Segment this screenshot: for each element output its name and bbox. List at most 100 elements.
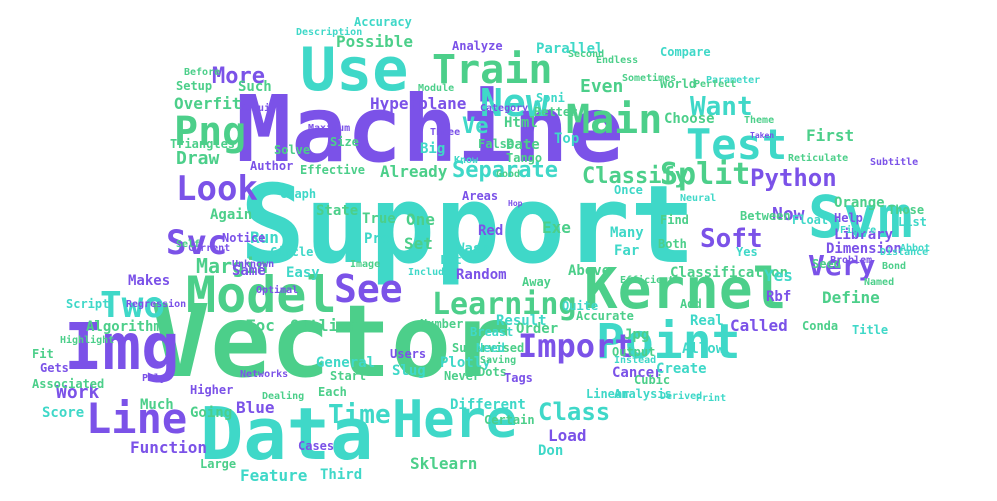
cloud-word: Create (656, 361, 707, 377)
cloud-word: Real (690, 313, 724, 329)
cloud-word: Lot (440, 253, 462, 267)
cloud-word: Easy (286, 265, 320, 281)
cloud-word: Dealing (262, 391, 305, 402)
cloud-word: Yes (736, 245, 758, 259)
cloud-word: Poly (142, 373, 167, 384)
cloud-word: Look (176, 169, 258, 209)
cloud-word: Analysis (614, 387, 672, 401)
cloud-word: Named (864, 277, 895, 288)
cloud-word: Load (548, 426, 587, 445)
cloud-word: Title (852, 323, 889, 337)
cloud-word: Model (186, 266, 337, 324)
cloud-word: Each (318, 385, 347, 399)
cloud-word: Line (86, 394, 188, 443)
cloud-word: Endless (596, 55, 639, 66)
cloud-word: Dots (478, 365, 507, 379)
cloud-word: Category (480, 103, 529, 114)
cloud-word: Sklearn (410, 454, 478, 473)
cloud-word: Supervised (452, 341, 525, 355)
cloud-word: Analyze (452, 39, 503, 53)
cloud-word: Second (568, 49, 605, 60)
cloud-word: Highlight (60, 335, 115, 346)
cloud-word: Cases (298, 439, 335, 453)
cloud-word: Different (450, 397, 526, 413)
cloud-word: Efficient (620, 275, 675, 286)
cloud-word: Red (478, 223, 504, 239)
cloud-word: Help (834, 211, 863, 225)
cloud-word: Use (300, 35, 409, 105)
cloud-word: Date (506, 137, 540, 153)
cloud-word: Learning (432, 287, 577, 322)
cloud-word: Time (328, 400, 391, 430)
cloud-word: Kernel (584, 257, 787, 322)
cloud-word: Output (612, 345, 656, 359)
cloud-word: Two (100, 285, 166, 326)
cloud-word: Parallel (536, 41, 604, 57)
cloud-word: Feature (240, 466, 308, 485)
cloud-word: Breast (470, 325, 514, 339)
cloud-word: Away (522, 275, 551, 289)
cloud-word: Add (680, 297, 702, 311)
cloud-word: Already (380, 162, 448, 181)
cloud-word: Derived (660, 391, 703, 402)
cloud-word: Reticulate (788, 153, 849, 164)
cloud-word: Third (320, 467, 363, 483)
cloud-word: Subtitle (870, 157, 919, 168)
cloud-word: Good (496, 169, 521, 180)
cloud-word: Ve (462, 114, 489, 139)
cloud-word: Self (176, 239, 201, 250)
cloud-word: Slug (392, 363, 426, 379)
cloud-word: Theme (744, 115, 775, 126)
cloud-word: Certain (484, 413, 535, 427)
cloud-word: Cubic (634, 373, 671, 387)
cloud-word: Png (174, 109, 247, 155)
cloud-word: Define (822, 288, 880, 307)
cloud-word: Image (350, 259, 381, 270)
cloud-word: Much (140, 397, 174, 413)
cloud-word: Users (390, 347, 427, 361)
cloud-word: Even (580, 76, 624, 97)
cloud-word: Makes (128, 273, 171, 289)
cloud-word: Top (554, 131, 580, 147)
cloud-word: Associated (32, 377, 105, 391)
cloud-word: Test (686, 120, 788, 169)
cloud-word: Compare (660, 45, 711, 59)
cloud-word: Blue (236, 398, 275, 417)
cloud-word: Soft (700, 224, 763, 254)
cloud-word: Far (614, 243, 640, 259)
cloud-word: Float (792, 213, 829, 227)
cloud-word: Such (238, 79, 272, 95)
cloud-word: Solve (274, 143, 311, 157)
cloud-word: Support (240, 163, 696, 288)
cloud-word: Algorithm (86, 319, 162, 335)
cloud-word: Train (432, 47, 553, 93)
cloud-word: Set (404, 234, 433, 253)
cloud-word: Once (614, 183, 643, 197)
cloud-word: Distance (880, 247, 929, 258)
cloud-word: Never (444, 369, 481, 383)
cloud-word: Allow (682, 341, 725, 357)
cloud-word: Sometimes (622, 73, 677, 84)
cloud-word: Author (250, 159, 294, 173)
cloud-word: Main (566, 97, 663, 143)
cloud-word: One (406, 210, 435, 229)
cloud-word: Above (568, 263, 611, 279)
cloud-word: Conda (802, 319, 839, 333)
cloud-word: Instead (614, 355, 657, 366)
cloud-word: More (212, 64, 265, 89)
cloud-word: Linear (586, 387, 630, 401)
cloud-word: Class (538, 398, 611, 426)
cloud-word: Optimal (256, 285, 299, 296)
cloud-word: Function (130, 438, 208, 457)
cloud-word: Quite (562, 299, 599, 313)
cloud-word: Wasn (456, 241, 490, 257)
cloud-word: Draw (176, 148, 220, 169)
cloud-word: Order (516, 321, 559, 337)
cloud-word: Between (740, 209, 791, 223)
cloud-word: Orange (834, 195, 885, 211)
cloud-word: Hop (508, 199, 523, 208)
cloud-word: Tango (506, 151, 543, 165)
cloud-word: Point (596, 314, 741, 370)
cloud-word: Taken (750, 131, 775, 140)
